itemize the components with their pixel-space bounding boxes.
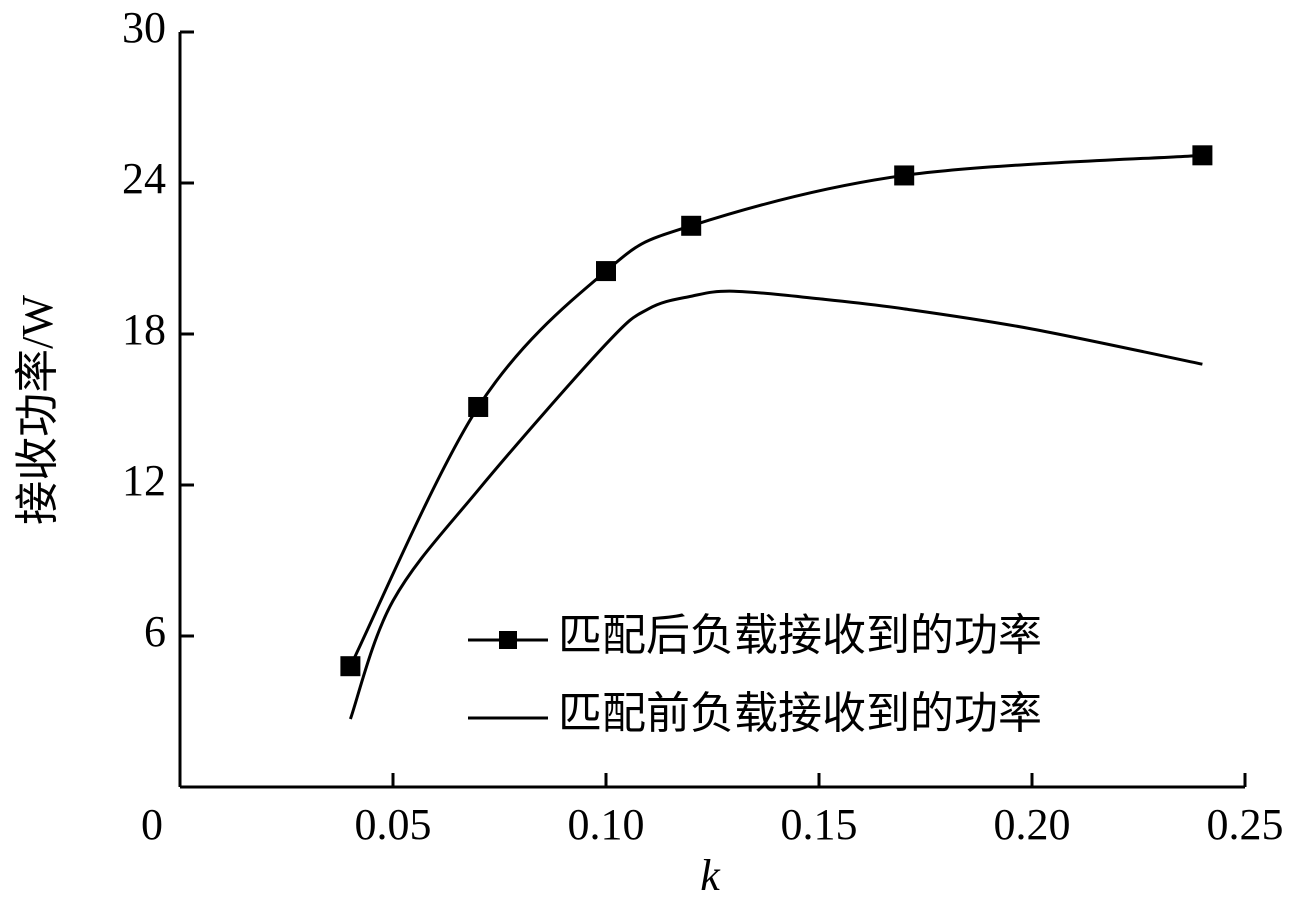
marker	[596, 261, 616, 282]
marker	[894, 165, 915, 186]
legend-marker	[499, 631, 517, 649]
x-tick-label: 0.05	[355, 800, 432, 849]
series-line	[348, 289, 1203, 720]
x-tick-label: 0.15	[781, 800, 858, 849]
x-tick-label: 0.10	[568, 800, 645, 849]
y-tick-label: 18	[122, 305, 166, 354]
x-tick-label: 0.20	[994, 800, 1071, 849]
y-tick-label: 30	[122, 3, 166, 52]
legend-label: 匹配前负载接收到的功率	[558, 689, 1042, 738]
marker	[1192, 145, 1213, 166]
legend-label: 匹配后负载接收到的功率	[558, 611, 1042, 660]
x-tick-label: 0.25	[1207, 800, 1284, 849]
y-tick-label: 24	[122, 154, 166, 203]
x-axis-label: k	[700, 851, 721, 900]
series-line	[349, 153, 1203, 667]
y-tick-label: 12	[122, 456, 166, 505]
marker	[468, 396, 489, 417]
x-tick-label: 0	[141, 800, 163, 849]
y-tick-label: 6	[144, 607, 166, 656]
marker	[340, 656, 361, 677]
y-axis-label: 接收功率/W	[13, 295, 62, 525]
marker	[681, 215, 702, 236]
